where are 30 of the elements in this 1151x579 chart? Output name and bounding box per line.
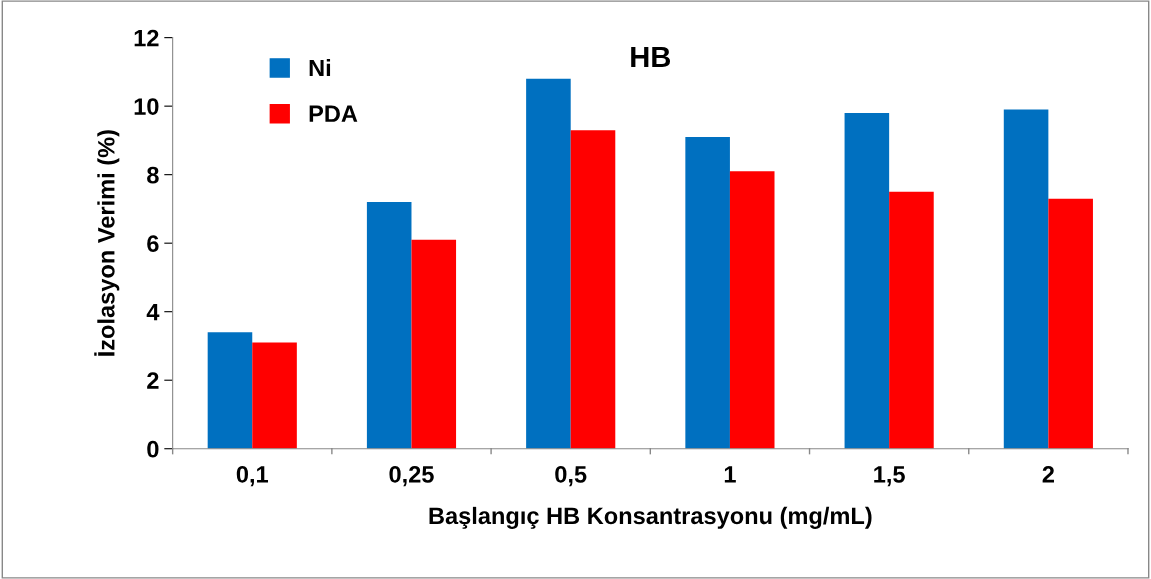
x-tick-label: 1,5: [874, 466, 905, 487]
bar: [844, 113, 890, 449]
y-axis-title: İzolasyon Verimi (%): [94, 130, 120, 356]
bar: [889, 191, 934, 449]
x-tick-label: 1: [724, 466, 736, 483]
y-tick-label: 0: [147, 440, 159, 458]
x-tick-label: 0,5: [555, 466, 587, 487]
x-tick-label: 2: [1042, 466, 1054, 483]
y-tick-label: 6: [147, 235, 159, 252]
legend-label: Ni: [309, 59, 331, 77]
bar: [729, 171, 775, 449]
bar: [411, 239, 457, 449]
y-tick-label: 10: [134, 98, 159, 115]
chart-title: HB: [631, 46, 671, 67]
y-tick-label: 12: [134, 29, 159, 47]
bar: [366, 202, 412, 449]
y-tick-label: 2: [147, 372, 159, 389]
bar: [1048, 198, 1093, 449]
bar: [570, 130, 616, 449]
x-tick-label: 0,25: [389, 466, 434, 487]
bar: [1003, 109, 1049, 449]
bar: [252, 342, 297, 449]
bar: [685, 136, 730, 449]
x-tick-label: 0,1: [236, 466, 269, 487]
x-axis-title: Başlangıç HB Konsantrasyonu (mg/mL): [429, 506, 872, 529]
bar: [526, 78, 571, 449]
bar: [207, 332, 253, 449]
legend-label: PDA: [309, 105, 358, 122]
y-tick-label: 4: [146, 304, 160, 321]
y-tick-label: 8: [147, 166, 159, 184]
